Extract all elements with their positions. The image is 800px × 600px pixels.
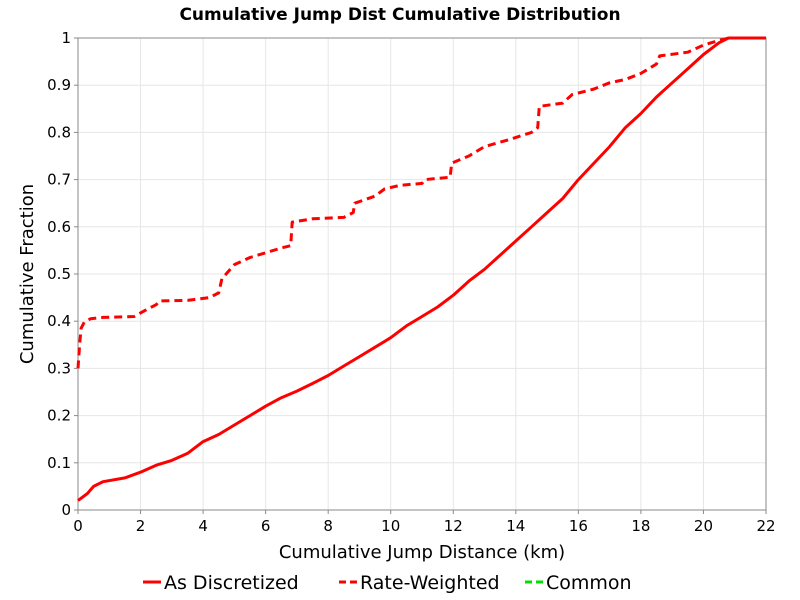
series-line-2 [76,36,766,369]
y-tick-label: 0.3 [47,359,71,377]
x-tick-label: 16 [569,517,588,535]
x-tick-label: 18 [631,517,650,535]
y-tick-label: 0.2 [47,407,71,425]
y-tick-label: 1 [61,29,71,47]
y-axis-label: Cumulative Fraction [17,184,38,364]
legend-label-2: Rate-Weighted [360,572,500,594]
y-tick-label: 0.7 [47,171,71,189]
series-lines [76,36,766,502]
series-line-1 [77,36,766,502]
x-tick-label: 22 [756,517,775,535]
x-tick-label: 0 [73,517,83,535]
x-tick-label: 10 [381,517,400,535]
y-tick-label: 0.4 [47,312,71,330]
grid-lines [77,37,767,511]
x-tick-label: 2 [136,517,146,535]
legend: As Discretized Rate-Weighted Common [143,572,632,594]
x-tick-label: 8 [323,517,333,535]
y-tick-label: 0.1 [47,454,71,472]
x-tick-label: 14 [506,517,525,535]
x-tick-label: 20 [694,517,713,535]
x-tick-label: 4 [198,517,208,535]
y-tick-label: 0.8 [47,123,71,141]
chart-title: Cumulative Jump Dist Cumulative Distribu… [179,5,620,25]
legend-label-3: Common [546,572,632,594]
y-tick-label: 0.6 [47,218,71,236]
legend-label-1: As Discretized [164,572,299,594]
x-tick-label: 12 [444,517,463,535]
tick-labels: 0 2 4 6 8 10 12 14 16 18 20 22 0 0.1 0.2 0.3 0.4 0.5 0.6 0.… [47,29,775,535]
y-tick-label: 0.9 [47,76,71,94]
y-tick-label: 0 [61,501,71,519]
y-tick-label: 0.5 [47,265,71,283]
x-tick-label: 6 [261,517,271,535]
x-axis-label: Cumulative Jump Distance (km) [279,542,565,563]
